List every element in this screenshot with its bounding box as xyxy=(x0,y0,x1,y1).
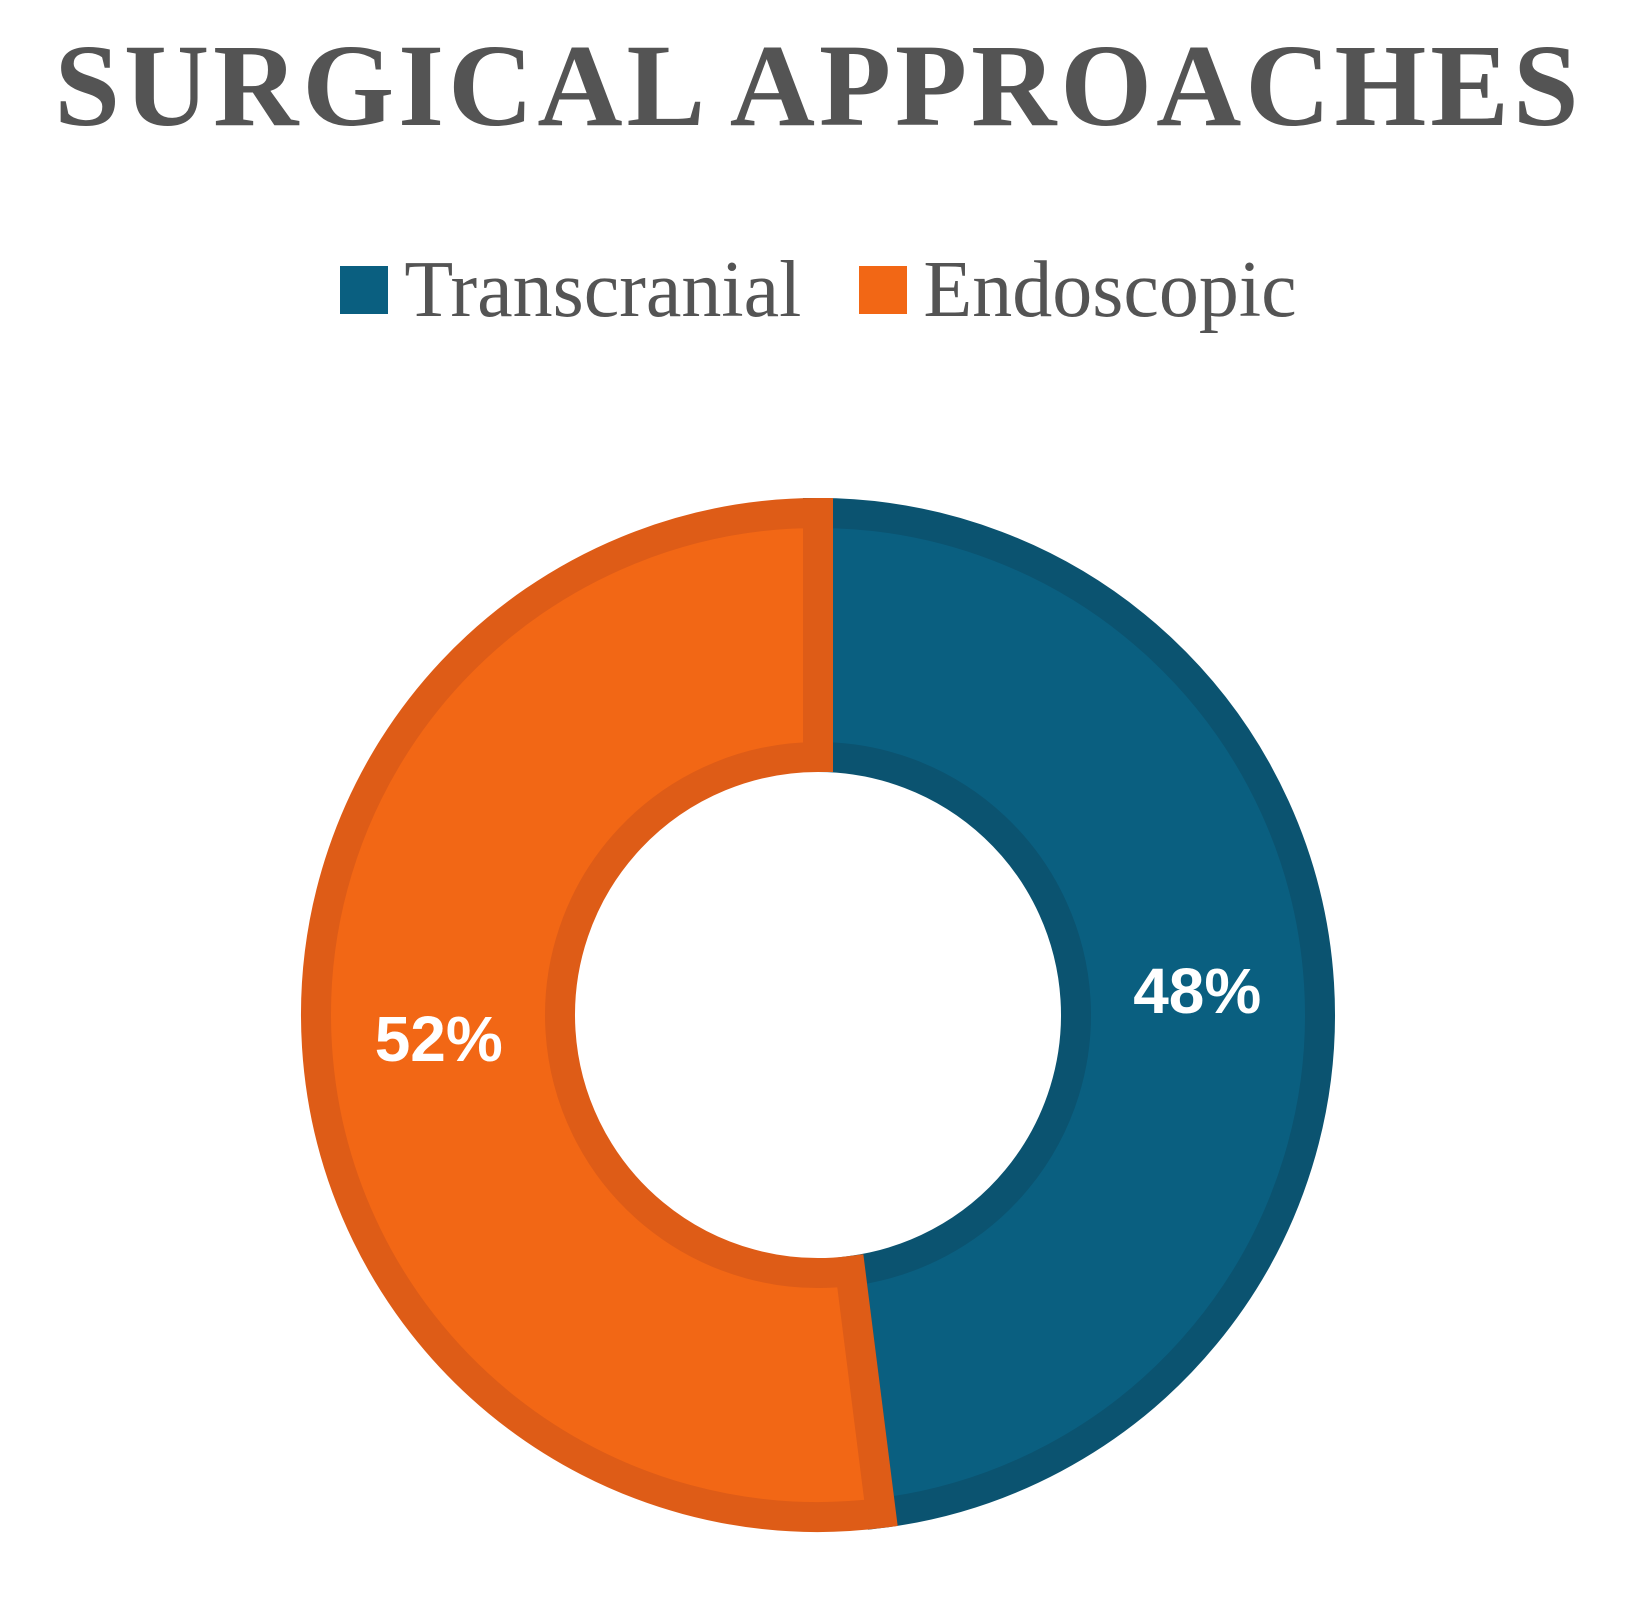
slice-label-endoscopic: 52% xyxy=(375,1003,503,1075)
legend-swatch-endoscopic xyxy=(859,266,908,314)
legend-item-endoscopic: Endoscopic xyxy=(859,246,1297,334)
slice-label-transcranial: 48% xyxy=(1133,955,1261,1027)
donut-slice-transcranial xyxy=(803,497,1335,1530)
chart-title: SURGICAL APPROACHES xyxy=(54,20,1583,151)
donut-slices xyxy=(301,497,1335,1532)
donut-slice-endoscopic xyxy=(301,497,898,1532)
legend-label-transcranial: Transcranial xyxy=(404,246,802,334)
legend-item-transcranial: Transcranial xyxy=(340,250,801,330)
legend: Transcranial Endoscopic xyxy=(0,250,1637,330)
legend-swatch-transcranial xyxy=(340,266,389,314)
slice-labels: 48% 52% xyxy=(375,955,1262,1075)
legend-label-endoscopic: Endoscopic xyxy=(923,246,1297,334)
